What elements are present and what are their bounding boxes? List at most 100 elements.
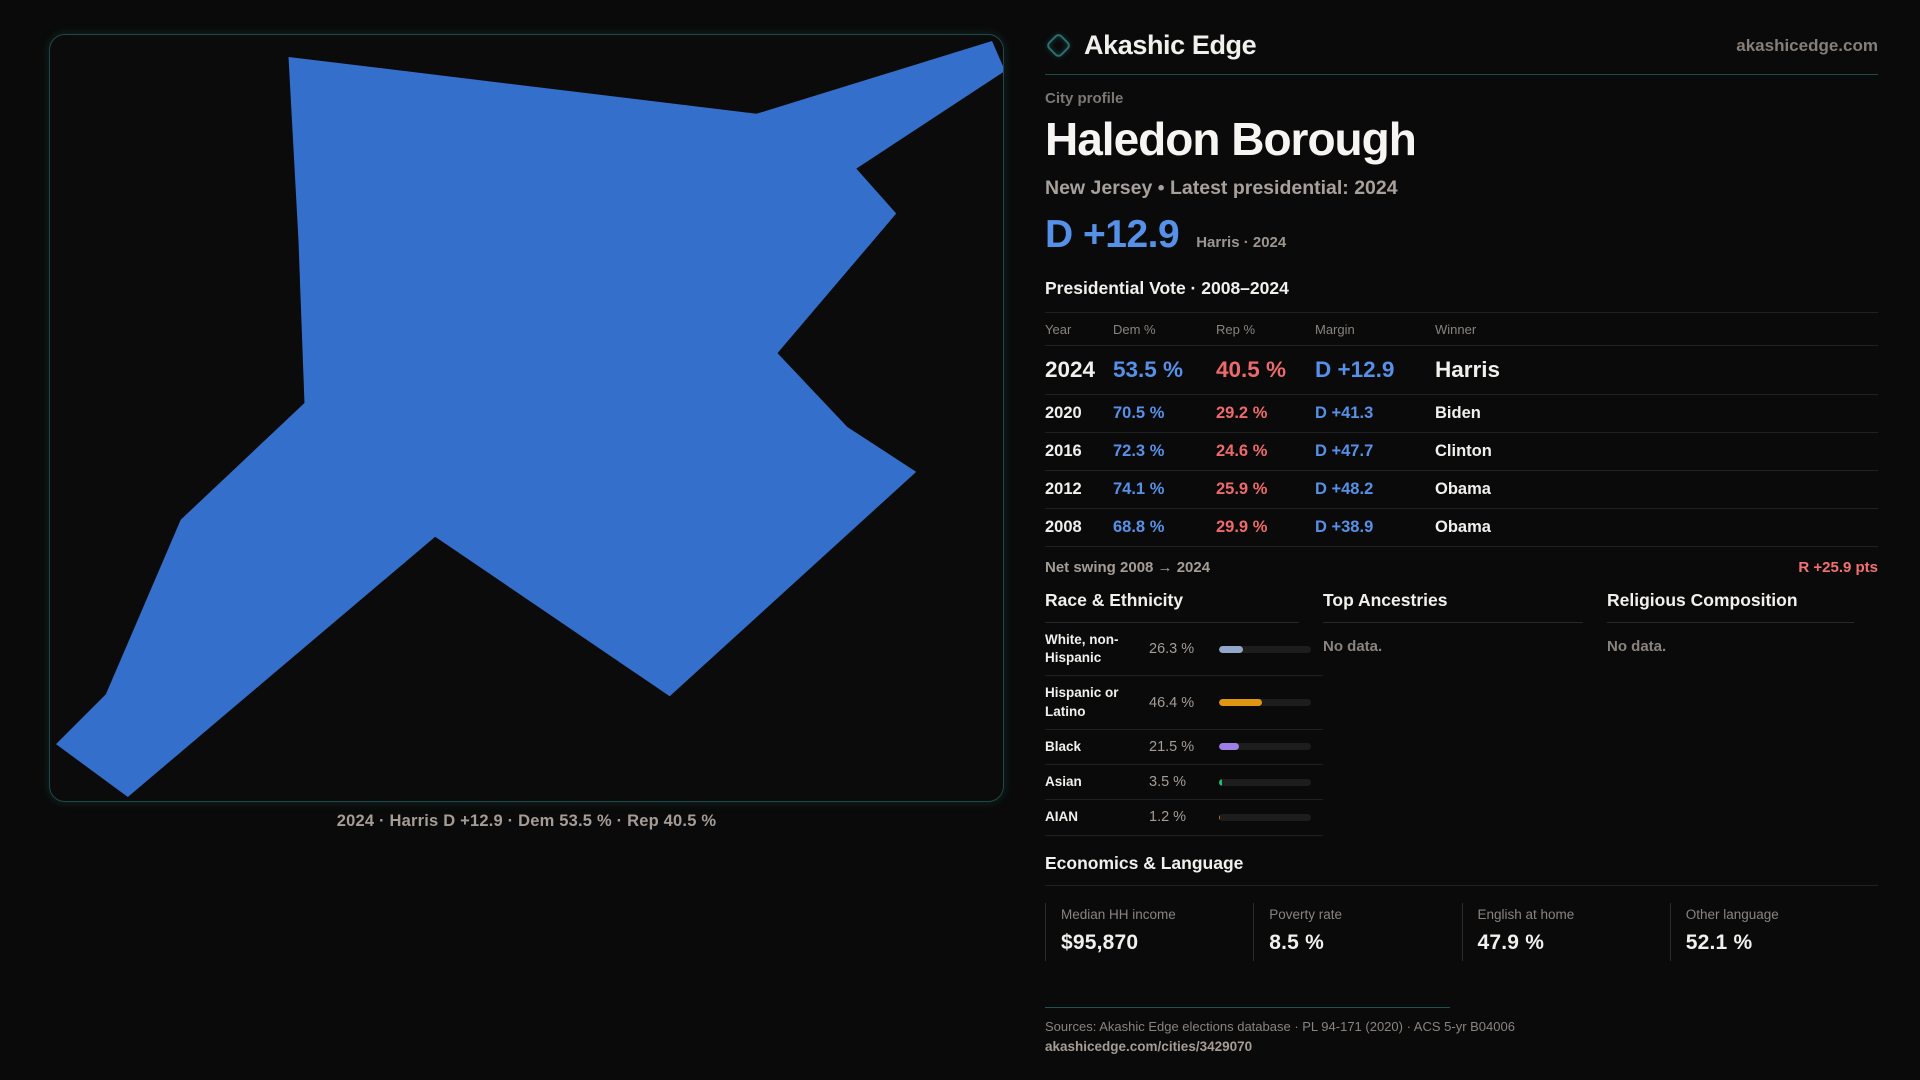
cell-margin: D +41.3	[1315, 404, 1374, 422]
stat-label: Other language	[1685, 906, 1779, 922]
cell-dem-pct: 68.8 %	[1113, 518, 1165, 536]
col-dem: Dem %	[1113, 322, 1156, 337]
permalink-link[interactable]: akashicedge.com/cities/3429070	[1045, 1038, 1253, 1054]
footer: Sources: Akashic Edge elections database…	[1045, 1006, 1878, 1056]
net-swing-value: R +25.9 pts	[1798, 559, 1878, 576]
divider	[1045, 432, 1878, 433]
cell-margin: D +48.2	[1315, 480, 1374, 498]
cell-dem-pct: 70.5 %	[1113, 404, 1165, 422]
stat-card: Median HH income $95,870	[1045, 902, 1253, 961]
net-swing-label: Net swing 2008 → 2024	[1045, 559, 1211, 576]
economics-section-title: Economics & Language	[1045, 852, 1244, 873]
cell-dem-pct: 72.3 %	[1113, 442, 1165, 460]
cell-margin: D +38.9	[1315, 518, 1374, 536]
cell-year: 2016	[1045, 442, 1082, 460]
cell-rep-pct: 25.9 %	[1216, 480, 1268, 498]
economics-stats: Median HH income $95,870 Poverty rate 8.…	[1045, 902, 1878, 961]
table-row: 2020 70.5 % 29.2 % D +41.3 Biden	[1045, 395, 1878, 432]
cell-winner: Obama	[1435, 518, 1491, 536]
race-row: Black 21.5 %	[1045, 730, 1323, 766]
cell-year: 2008	[1045, 518, 1082, 536]
divider	[1045, 546, 1878, 547]
partisan-lean-value: D +12.9	[1045, 213, 1180, 256]
cell-rep-pct: 29.2 %	[1216, 404, 1268, 422]
divider	[1045, 312, 1878, 313]
stat-card: English at home 47.9 %	[1461, 902, 1670, 961]
cell-year: 2012	[1045, 480, 1082, 498]
city-map-card	[49, 34, 1004, 802]
cell-rep-pct: 24.6 %	[1216, 442, 1268, 460]
race-bar-fill	[1219, 699, 1262, 707]
race-label: Asian	[1045, 774, 1082, 790]
vote-table-title: Presidential Vote · 2008–2024	[1045, 278, 1289, 298]
ancestries-section-title: Top Ancestries	[1323, 590, 1448, 610]
vote-table-header: Year Dem % Rep % Margin Winner	[1045, 313, 1878, 345]
race-bar-fill	[1219, 778, 1223, 786]
partisan-lean-note: Harris · 2024	[1196, 234, 1287, 251]
cell-rep-pct: 29.9 %	[1216, 518, 1268, 536]
race-value: 3.5 %	[1149, 774, 1187, 791]
race-value: 1.2 %	[1149, 809, 1187, 826]
race-value: 21.5 %	[1149, 738, 1195, 755]
stat-card: Poverty rate 8.5 %	[1253, 902, 1461, 961]
race-label: White, non-Hispanic	[1045, 632, 1119, 666]
stat-value: 52.1 %	[1685, 930, 1753, 954]
race-ethnicity-section: Race & Ethnicity White, non-Hispanic 26.…	[1045, 590, 1323, 836]
brand-domain-link[interactable]: akashicedge.com	[1736, 35, 1878, 55]
table-row: 2016 72.3 % 24.6 % D +47.7 Clinton	[1045, 433, 1878, 470]
divider	[1045, 884, 1878, 886]
page-kicker: City profile	[1045, 90, 1124, 107]
col-margin: Margin	[1315, 322, 1355, 337]
brand-header: Akashic Edge akashicedge.com	[1045, 0, 1878, 61]
lean-row: D +12.9 Harris · 2024	[1045, 213, 1878, 257]
race-bar-track	[1219, 743, 1311, 751]
religion-section: Religious Composition No data.	[1607, 590, 1878, 836]
race-section-title: Race & Ethnicity	[1045, 590, 1184, 610]
stat-value: 8.5 %	[1269, 930, 1324, 954]
cell-rep-pct: 40.5 %	[1216, 357, 1287, 382]
profile-panel: Akashic Edge akashicedge.com City profil…	[1045, 0, 1878, 1056]
brand-name: Akashic Edge	[1084, 30, 1257, 60]
divider	[1045, 470, 1878, 471]
diamond-logo-icon	[1045, 32, 1072, 59]
page-subtitle: New Jersey • Latest presidential: 2024	[1045, 177, 1398, 199]
divider	[1045, 345, 1878, 346]
race-bar-fill	[1219, 813, 1221, 821]
sources-line: Sources: Akashic Edge elections database…	[1045, 1018, 1515, 1034]
map-caption: 2024 · Harris D +12.9 · Dem 53.5 % · Rep…	[336, 812, 717, 830]
footer-divider	[1045, 1006, 1450, 1008]
race-row: AIAN 1.2 %	[1045, 800, 1323, 836]
city-boundary-shape	[55, 40, 1003, 798]
table-row: 2008 68.8 % 29.9 % D +38.9 Obama	[1045, 509, 1878, 546]
race-bar-fill	[1219, 645, 1244, 653]
demographics-columns: Race & Ethnicity White, non-Hispanic 26.…	[1045, 590, 1878, 836]
religion-empty-state: No data.	[1607, 638, 1667, 655]
col-rep: Rep %	[1216, 322, 1256, 337]
cell-winner: Obama	[1435, 480, 1491, 498]
race-label: Black	[1045, 738, 1082, 754]
race-row: Hispanic or Latino 46.4 %	[1045, 676, 1323, 730]
header-divider	[1045, 74, 1878, 75]
cell-year: 2020	[1045, 404, 1082, 422]
stat-label: Median HH income	[1061, 906, 1176, 922]
race-bar-track	[1219, 699, 1311, 707]
cell-winner: Biden	[1435, 404, 1481, 422]
cell-winner: Harris	[1435, 357, 1501, 382]
net-swing-row: Net swing 2008 → 2024 R +25.9 pts	[1045, 547, 1878, 580]
divider	[1045, 508, 1878, 509]
race-value: 26.3 %	[1149, 641, 1195, 658]
race-bar-track	[1219, 778, 1311, 786]
religion-section-title: Religious Composition	[1607, 590, 1798, 610]
ancestries-section: Top Ancestries No data.	[1323, 590, 1607, 836]
stat-value: $95,870	[1061, 930, 1139, 954]
stat-card: Other language 52.1 %	[1669, 902, 1878, 961]
race-row: White, non-Hispanic 26.3 %	[1045, 623, 1323, 677]
race-bar-fill	[1219, 743, 1239, 751]
stat-value: 47.9 %	[1477, 930, 1545, 954]
section-underline	[1607, 622, 1854, 623]
section-underline	[1045, 622, 1299, 623]
cell-year: 2024	[1045, 357, 1096, 382]
race-label: Hispanic or Latino	[1045, 685, 1119, 719]
cell-margin: D +47.7	[1315, 442, 1374, 460]
col-winner: Winner	[1435, 322, 1477, 337]
